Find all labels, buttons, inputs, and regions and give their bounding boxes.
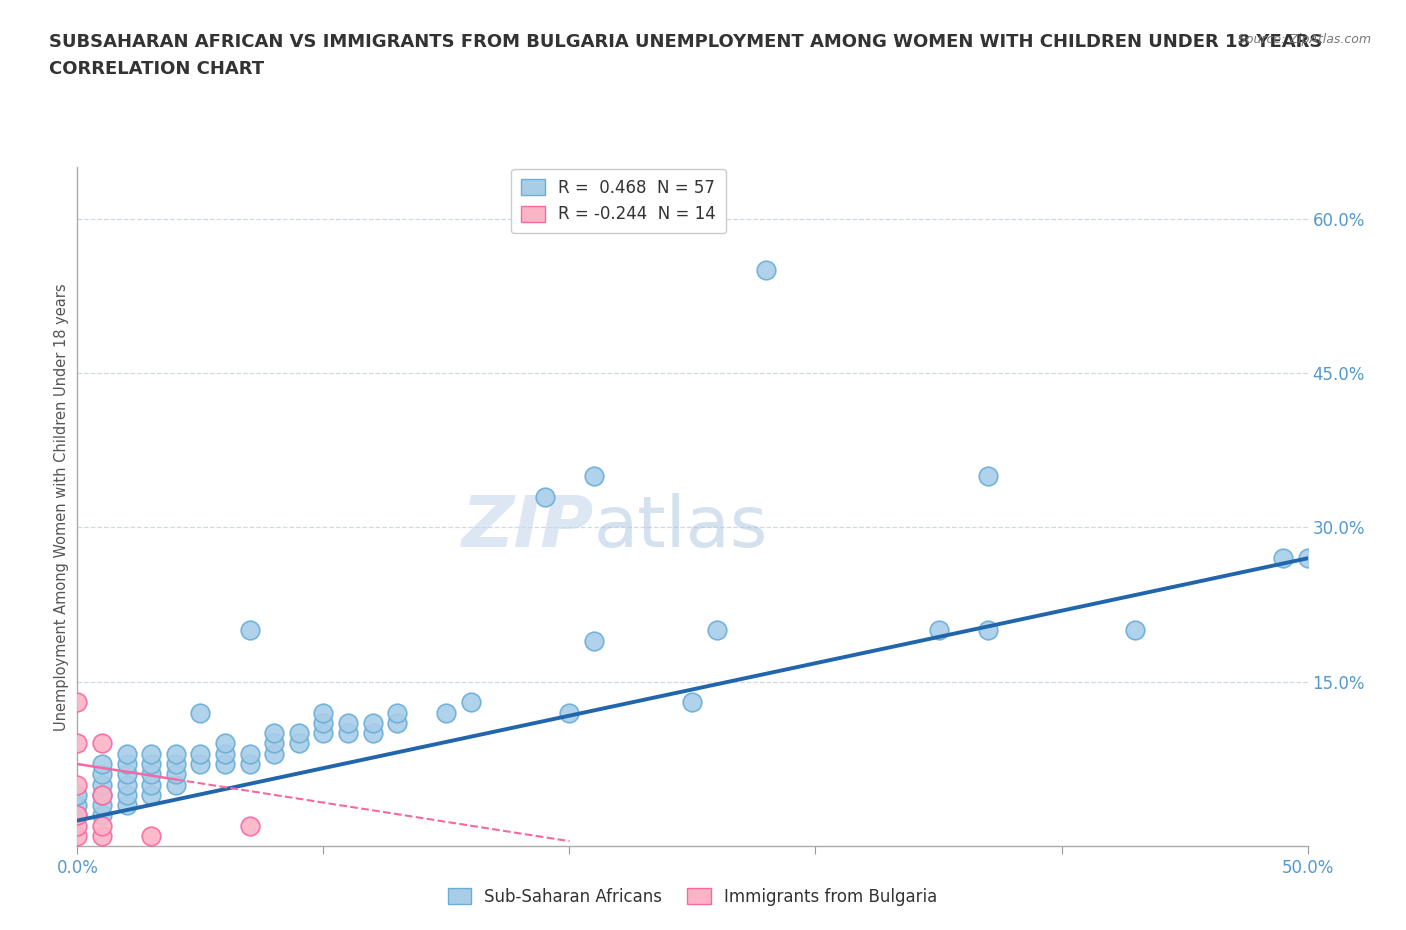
- Point: [1125, 623, 1147, 638]
- Point: [90, 788, 114, 803]
- Point: [1296, 551, 1319, 565]
- Point: [361, 715, 384, 730]
- Point: [90, 808, 114, 823]
- Point: [66, 777, 89, 792]
- Point: [337, 725, 360, 740]
- Point: [755, 263, 778, 278]
- Point: [337, 715, 360, 730]
- Point: [90, 736, 114, 751]
- Point: [534, 489, 557, 504]
- Point: [141, 767, 163, 782]
- Point: [188, 746, 212, 761]
- Point: [115, 777, 138, 792]
- Point: [361, 725, 384, 740]
- Point: [90, 829, 114, 844]
- Text: CORRELATION CHART: CORRELATION CHART: [49, 60, 264, 78]
- Point: [239, 623, 262, 638]
- Text: atlas: atlas: [595, 493, 769, 562]
- Point: [263, 736, 285, 751]
- Point: [239, 746, 262, 761]
- Point: [239, 757, 262, 772]
- Point: [312, 715, 335, 730]
- Text: Source: ZipAtlas.com: Source: ZipAtlas.com: [1237, 33, 1371, 46]
- Point: [263, 746, 285, 761]
- Point: [1272, 551, 1295, 565]
- Point: [558, 705, 581, 720]
- Point: [141, 757, 163, 772]
- Point: [90, 767, 114, 782]
- Point: [263, 725, 285, 740]
- Point: [115, 746, 138, 761]
- Point: [165, 746, 187, 761]
- Point: [928, 623, 950, 638]
- Point: [188, 705, 212, 720]
- Point: [66, 829, 89, 844]
- Point: [385, 715, 409, 730]
- Point: [66, 798, 89, 813]
- Point: [90, 777, 114, 792]
- Point: [583, 633, 606, 648]
- Point: [66, 788, 89, 803]
- Point: [188, 757, 212, 772]
- Point: [66, 808, 89, 823]
- Point: [239, 818, 262, 833]
- Point: [66, 808, 89, 823]
- Point: [141, 777, 163, 792]
- Point: [90, 818, 114, 833]
- Text: SUBSAHARAN AFRICAN VS IMMIGRANTS FROM BULGARIA UNEMPLOYMENT AMONG WOMEN WITH CHI: SUBSAHARAN AFRICAN VS IMMIGRANTS FROM BU…: [49, 33, 1323, 50]
- Point: [977, 469, 1000, 484]
- Point: [288, 736, 311, 751]
- Point: [115, 798, 138, 813]
- Point: [385, 705, 409, 720]
- Point: [90, 757, 114, 772]
- Point: [90, 798, 114, 813]
- Point: [706, 623, 728, 638]
- Point: [141, 829, 163, 844]
- Point: [115, 767, 138, 782]
- Point: [165, 777, 187, 792]
- Point: [583, 469, 606, 484]
- Point: [115, 788, 138, 803]
- Point: [66, 736, 89, 751]
- Point: [436, 705, 458, 720]
- Point: [214, 746, 236, 761]
- Point: [141, 788, 163, 803]
- Point: [977, 623, 1000, 638]
- Point: [460, 695, 482, 710]
- Point: [165, 767, 187, 782]
- Point: [288, 725, 311, 740]
- Point: [66, 695, 89, 710]
- Point: [682, 695, 704, 710]
- Point: [214, 736, 236, 751]
- Point: [66, 818, 89, 833]
- Point: [312, 725, 335, 740]
- Legend: Sub-Saharan Africans, Immigrants from Bulgaria: Sub-Saharan Africans, Immigrants from Bu…: [441, 882, 943, 912]
- Point: [214, 757, 236, 772]
- Text: ZIP: ZIP: [461, 493, 595, 562]
- Point: [115, 757, 138, 772]
- Point: [312, 705, 335, 720]
- Point: [141, 746, 163, 761]
- Point: [90, 788, 114, 803]
- Y-axis label: Unemployment Among Women with Children Under 18 years: Unemployment Among Women with Children U…: [53, 283, 69, 731]
- Point: [165, 757, 187, 772]
